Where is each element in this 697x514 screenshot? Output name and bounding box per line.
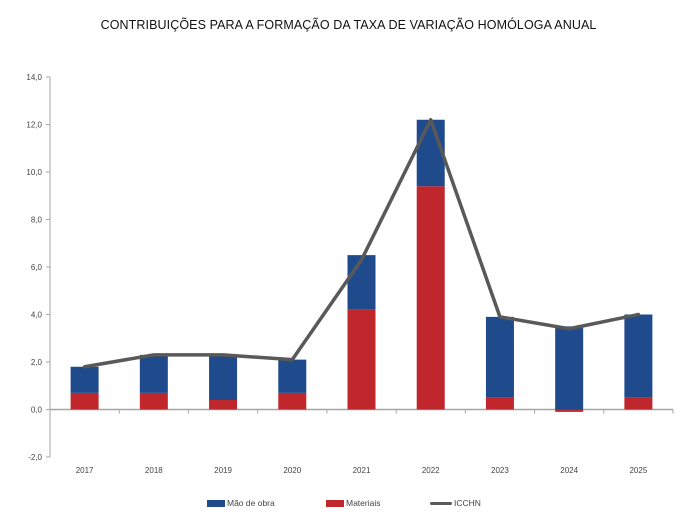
y-tick-label: 4,0 <box>31 311 43 320</box>
bar-materiais-2024 <box>555 409 584 412</box>
bar-materiais-2019 <box>209 400 238 410</box>
x-tick-label: 2019 <box>214 466 232 475</box>
x-tick-label: 2025 <box>629 466 647 475</box>
x-tick-label: 2017 <box>76 466 94 475</box>
y-tick-label: 0,0 <box>31 406 43 415</box>
x-tick-label: 2023 <box>491 466 509 475</box>
bar-mao-de-obra-2017 <box>70 366 99 393</box>
x-tick-label: 2020 <box>283 466 301 475</box>
x-tick-label: 2022 <box>422 466 440 475</box>
bar-materiais-2023 <box>485 397 514 410</box>
y-tick-label: 6,0 <box>31 263 43 272</box>
y-tick-label: 2,0 <box>31 358 43 367</box>
bar-mao-de-obra-2018 <box>139 354 168 393</box>
legend-item-icchn[interactable]: ICCHN <box>430 498 481 508</box>
legend-label-mao-de-obra: Mão de obra <box>227 498 275 508</box>
bar-mao-de-obra-2022 <box>416 119 445 187</box>
chart-title: CONTRIBUIÇÕES PARA A FORMAÇÃO DA TAXA DE… <box>100 18 597 32</box>
y-tick-label: 14,0 <box>26 73 42 82</box>
legend-label-icchn: ICCHN <box>454 498 481 508</box>
bar-mao-de-obra-2025 <box>624 314 653 398</box>
y-tick-label: -2,0 <box>28 453 42 462</box>
bar-mao-de-obra-2020 <box>278 359 307 393</box>
x-tick-label: 2018 <box>145 466 163 475</box>
legend-item-mao-de-obra[interactable]: Mão de obra <box>207 498 275 508</box>
bar-mao-de-obra-2024 <box>555 326 584 410</box>
legend-label-materiais: Materiais <box>346 498 381 508</box>
bar-mao-de-obra-2021 <box>347 255 376 310</box>
bar-materiais-2017 <box>70 392 99 410</box>
bar-mao-de-obra-2023 <box>485 316 514 398</box>
bar-materiais-2020 <box>278 392 307 410</box>
bar-materiais-2025 <box>624 397 653 410</box>
x-tick-label: 2024 <box>560 466 578 475</box>
bar-mao-de-obra-2019 <box>209 354 238 400</box>
bar-materiais-2022 <box>416 186 445 410</box>
y-tick-label: 12,0 <box>26 121 42 130</box>
legend-item-materiais[interactable]: Materiais <box>326 498 380 508</box>
bars <box>70 119 653 412</box>
y-tick-label: 10,0 <box>26 168 42 177</box>
x-tick-label: 2021 <box>353 466 371 475</box>
y-tick-label: 8,0 <box>31 216 43 225</box>
icchn-line-group <box>82 118 641 369</box>
tick-labels: -2,0 0,0 2,0 4,0 6,0 8,0 10,0 12,0 14,0 2017 2018 2… <box>26 73 647 475</box>
legend-swatch-icchn <box>430 501 452 505</box>
bar-materiais-2018 <box>139 392 168 410</box>
bar-materiais-2021 <box>347 309 376 410</box>
legend-swatch-mao-de-obra <box>207 499 225 507</box>
legend-swatch-materiais <box>326 499 344 507</box>
